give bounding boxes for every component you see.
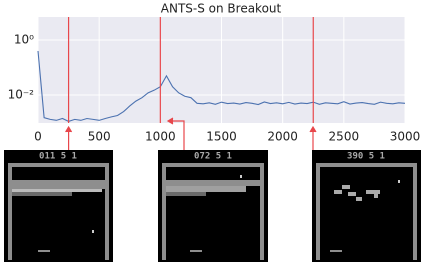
screenshot: 390 5 1 xyxy=(312,150,421,262)
x-tick-label: 3000 xyxy=(390,130,421,144)
x-tick-label: 1500 xyxy=(206,130,237,144)
y-tick-label: 10⁰ xyxy=(14,33,34,47)
score: 390 5 1 xyxy=(347,152,385,162)
y-tick-label: 10⁻² xyxy=(8,88,35,102)
x-tick-label: 500 xyxy=(88,130,111,144)
arrow xyxy=(65,117,317,150)
score: 011 5 1 xyxy=(39,152,77,162)
x-tick-label: 1000 xyxy=(145,130,176,144)
x-tick-label: 2000 xyxy=(267,130,298,144)
x-tick-label: 0 xyxy=(34,130,42,144)
x-tick-label: 2500 xyxy=(329,130,360,144)
screenshot: 072 5 1 xyxy=(158,150,268,262)
data-line xyxy=(37,50,406,122)
screenshot: 011 5 1 xyxy=(4,150,113,262)
chart-title: ANTS-S on Breakout xyxy=(161,2,282,16)
score: 072 5 1 xyxy=(194,152,232,162)
